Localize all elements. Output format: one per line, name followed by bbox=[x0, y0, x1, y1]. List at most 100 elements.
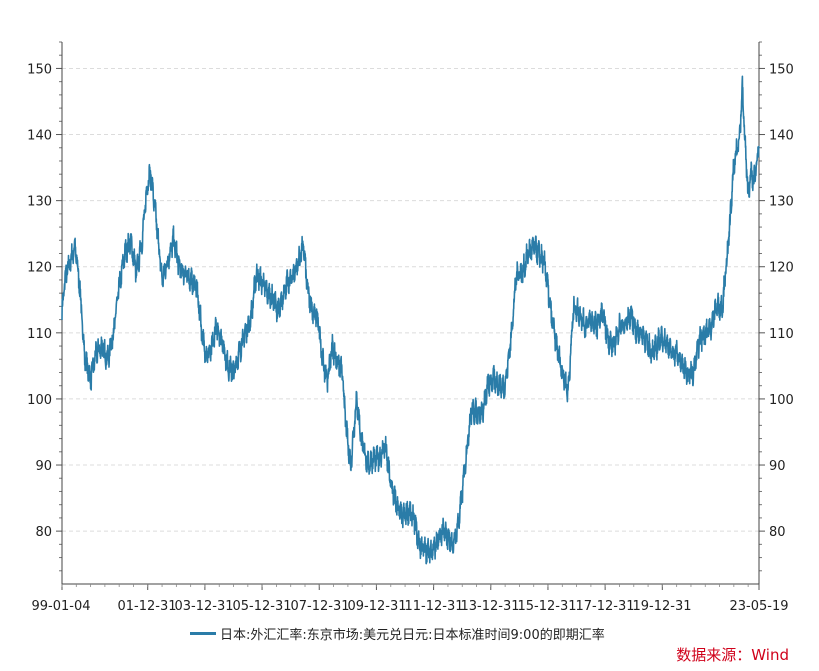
data-point bbox=[573, 306, 575, 308]
data-point bbox=[167, 259, 169, 261]
data-point bbox=[124, 253, 126, 255]
data-point bbox=[753, 180, 755, 182]
data-point bbox=[401, 517, 403, 519]
data-point bbox=[321, 358, 323, 360]
x-tick-label: 05-12-31 bbox=[232, 599, 291, 614]
data-point bbox=[373, 458, 375, 460]
data-point bbox=[327, 378, 329, 380]
data-point bbox=[260, 279, 262, 281]
data-point bbox=[584, 325, 586, 327]
x-tick-label: 09-12-31 bbox=[347, 599, 406, 614]
data-point bbox=[710, 325, 712, 327]
data-point bbox=[101, 345, 103, 347]
data-point bbox=[630, 312, 632, 314]
data-point bbox=[682, 365, 684, 367]
y-tick-label-left: 140 bbox=[27, 129, 52, 144]
y-tick-label-left: 90 bbox=[35, 459, 52, 474]
y-tick-label-right: 150 bbox=[769, 62, 794, 77]
legend-swatch bbox=[190, 631, 216, 635]
data-point bbox=[317, 319, 319, 321]
data-point bbox=[550, 312, 552, 314]
y-tick-label-left: 100 bbox=[27, 393, 52, 408]
data-point bbox=[307, 292, 309, 294]
data-point bbox=[441, 530, 443, 532]
data-point bbox=[96, 352, 98, 354]
data-point bbox=[336, 358, 338, 360]
data-point bbox=[216, 325, 218, 327]
data-point bbox=[687, 372, 689, 374]
data-point bbox=[413, 517, 415, 519]
data-point bbox=[130, 239, 132, 241]
data-point bbox=[453, 544, 455, 546]
data-point bbox=[670, 352, 672, 354]
data-point bbox=[527, 253, 529, 255]
data-point bbox=[744, 147, 746, 149]
y-tick-label-right: 80 bbox=[769, 525, 786, 540]
y-tick-label-right: 140 bbox=[769, 129, 794, 144]
data-point bbox=[161, 279, 163, 281]
data-point bbox=[361, 444, 363, 446]
y-tick-label-left: 150 bbox=[27, 62, 52, 77]
data-point bbox=[756, 160, 758, 162]
data-point bbox=[722, 306, 724, 308]
x-tick-label: 13-12-31 bbox=[460, 599, 519, 614]
data-point bbox=[739, 134, 741, 136]
data-point bbox=[233, 372, 235, 374]
data-point bbox=[313, 312, 315, 314]
data-point bbox=[664, 339, 666, 341]
data-point bbox=[70, 259, 72, 261]
data-point bbox=[390, 484, 392, 486]
y-tick-label-right: 110 bbox=[769, 327, 794, 342]
data-point bbox=[493, 378, 495, 380]
data-point bbox=[750, 173, 752, 175]
series-line-usd-jpy bbox=[61, 75, 760, 565]
data-point bbox=[331, 345, 333, 347]
data-point bbox=[419, 544, 421, 546]
y-tick-label-right: 130 bbox=[769, 195, 794, 210]
y-tick-label-right: 90 bbox=[769, 459, 786, 474]
y-tick-label-left: 110 bbox=[27, 327, 52, 342]
data-point bbox=[113, 332, 115, 334]
data-point bbox=[74, 246, 76, 248]
data-point bbox=[379, 458, 381, 460]
data-point bbox=[150, 173, 152, 175]
data-point bbox=[747, 193, 749, 195]
data-point bbox=[384, 444, 386, 446]
legend: 日本:外汇汇率:东京市场:美元兑日元:日本标准时间9:00的即期汇率 bbox=[190, 624, 605, 643]
data-point bbox=[107, 358, 109, 360]
y-tick-label-right: 100 bbox=[769, 393, 794, 408]
data-point bbox=[190, 279, 192, 281]
data-point bbox=[624, 325, 626, 327]
data-point bbox=[647, 345, 649, 347]
data-point bbox=[173, 239, 175, 241]
data-point bbox=[704, 332, 706, 334]
data-point bbox=[602, 312, 604, 314]
data-point bbox=[156, 220, 158, 222]
data-point bbox=[221, 339, 223, 341]
data-point bbox=[407, 510, 409, 512]
x-tick-label: 19-12-31 bbox=[632, 599, 691, 614]
data-point bbox=[758, 147, 760, 149]
data-point bbox=[346, 431, 348, 433]
data-point bbox=[642, 332, 644, 334]
data-point bbox=[90, 378, 92, 380]
data-point bbox=[227, 365, 229, 367]
data-point bbox=[636, 332, 638, 334]
data-point bbox=[290, 279, 292, 281]
data-point bbox=[607, 339, 609, 341]
data-point bbox=[504, 385, 506, 387]
x-tick-label: 99-01-04 bbox=[31, 599, 90, 614]
data-point bbox=[533, 246, 535, 248]
data-point bbox=[447, 537, 449, 539]
data-point bbox=[733, 167, 735, 169]
data-point bbox=[61, 312, 63, 314]
x-tick-label: 01-12-31 bbox=[117, 599, 176, 614]
x-tick-label: 03-12-31 bbox=[174, 599, 233, 614]
data-point bbox=[278, 312, 280, 314]
data-point bbox=[267, 292, 269, 294]
data-point bbox=[596, 325, 598, 327]
data-point bbox=[659, 339, 661, 341]
data-point bbox=[136, 273, 138, 275]
data-point bbox=[210, 352, 212, 354]
